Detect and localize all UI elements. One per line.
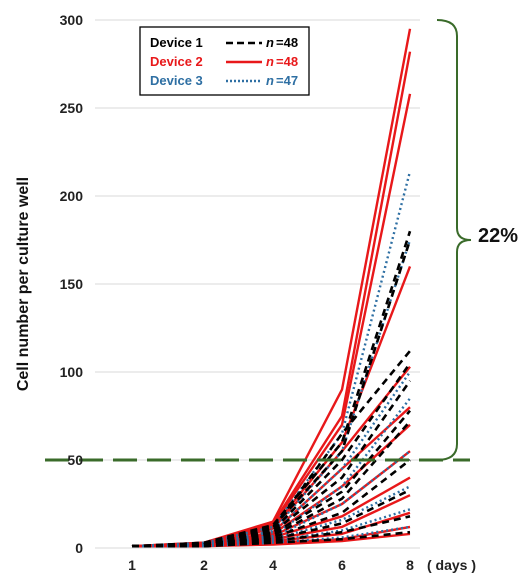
legend-device-label: Device 3 bbox=[150, 73, 203, 88]
y-tick-label: 100 bbox=[60, 364, 84, 380]
series-lines bbox=[131, 28, 412, 548]
series-line-device1 bbox=[131, 362, 412, 548]
x-tick-label: 2 bbox=[200, 557, 208, 573]
series-line-device2 bbox=[131, 265, 412, 548]
bracket-percent-label: 22% bbox=[478, 225, 518, 247]
y-tick-label: 50 bbox=[67, 452, 83, 468]
y-tick-label: 200 bbox=[60, 188, 84, 204]
bracket: 22% bbox=[436, 19, 518, 461]
y-tick-label: 0 bbox=[75, 540, 83, 556]
series-line-device1 bbox=[132, 530, 411, 548]
legend-device-label: Device 2 bbox=[150, 54, 203, 69]
series-line-device2 bbox=[131, 28, 412, 548]
series-line-device2 bbox=[131, 365, 411, 548]
x-axis-label: ( days ) bbox=[427, 557, 476, 573]
series-line-device3 bbox=[132, 525, 411, 548]
y-axis-label: Cell number per culture well bbox=[15, 177, 32, 391]
y-tick-label: 250 bbox=[60, 100, 84, 116]
x-tick-label: 4 bbox=[269, 557, 277, 573]
series-line-device2 bbox=[131, 93, 412, 548]
legend-n-value: =48 bbox=[276, 54, 298, 69]
series-line-device3 bbox=[131, 508, 411, 548]
y-tick-label: 300 bbox=[60, 12, 84, 28]
series-line-device3 bbox=[131, 239, 412, 548]
y-tick-label: 150 bbox=[60, 276, 84, 292]
bracket-shape bbox=[436, 19, 472, 461]
legend-device-label: Device 1 bbox=[150, 35, 203, 50]
x-tick-label: 8 bbox=[406, 557, 414, 573]
legend-n-symbol: n bbox=[266, 73, 274, 88]
axes: 0 50 100 150 200 250 300 1 2 4 6 8 ( days ) Cell numb… bbox=[15, 12, 476, 573]
series-line-device3 bbox=[131, 371, 411, 548]
legend-n-value: =48 bbox=[276, 35, 298, 50]
series-line-device3 bbox=[131, 397, 411, 548]
series-line-device1 bbox=[131, 350, 412, 548]
x-tick-label: 1 bbox=[128, 557, 136, 573]
series-line-device3 bbox=[131, 485, 411, 548]
legend-n-symbol: n bbox=[266, 54, 274, 69]
legend-n-value: =47 bbox=[276, 73, 298, 88]
legend-n-symbol: n bbox=[266, 35, 274, 50]
series-line-device3 bbox=[131, 450, 411, 548]
legend-box bbox=[139, 26, 310, 96]
x-tick-label: 6 bbox=[338, 557, 346, 573]
